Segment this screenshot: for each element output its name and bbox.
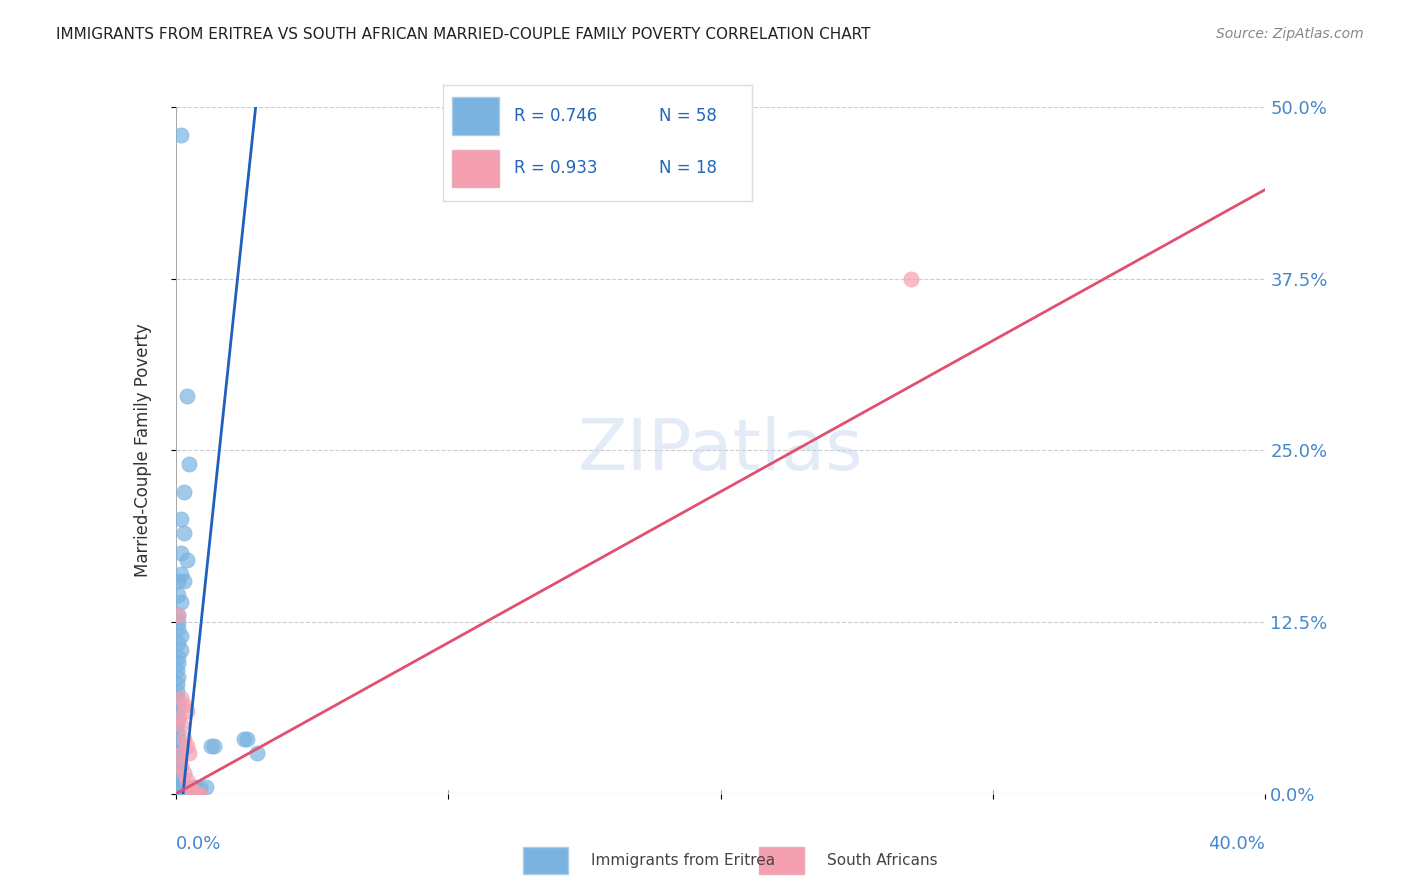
Point [166, 785, 188, 799]
Point [170, 718, 193, 732]
Point [167, 622, 190, 636]
Point [167, 787, 190, 801]
Point [167, 657, 190, 671]
Point [176, 705, 198, 719]
Point [167, 588, 190, 602]
Text: Immigrants from Eritrea: Immigrants from Eritrea [591, 854, 775, 868]
Point [166, 782, 188, 797]
Y-axis label: Married-Couple Family Poverty: Married-Couple Family Poverty [134, 324, 152, 577]
Text: R = 0.933: R = 0.933 [515, 160, 598, 178]
Point [176, 553, 198, 567]
Point [179, 780, 201, 794]
Point [166, 725, 188, 739]
FancyBboxPatch shape [523, 847, 568, 874]
Point [167, 670, 190, 684]
Point [166, 663, 188, 677]
Point [167, 731, 190, 746]
Point [166, 705, 188, 719]
Point [166, 766, 188, 780]
Point [167, 649, 190, 664]
Point [202, 739, 225, 753]
Text: 0.0%: 0.0% [176, 835, 221, 853]
Point [179, 746, 201, 760]
Point [184, 785, 207, 799]
Point [170, 128, 193, 142]
Text: ZIPatlas: ZIPatlas [578, 416, 863, 485]
Point [166, 776, 188, 790]
Point [170, 629, 193, 643]
Point [167, 608, 190, 623]
Text: IMMIGRANTS FROM ERITREA VS SOUTH AFRICAN MARRIED-COUPLE FAMILY POVERTY CORRELATI: IMMIGRANTS FROM ERITREA VS SOUTH AFRICAN… [56, 27, 870, 42]
Point [170, 594, 193, 608]
Point [167, 615, 190, 630]
FancyBboxPatch shape [759, 847, 804, 874]
Point [176, 739, 198, 753]
Point [166, 787, 188, 801]
Point [167, 748, 190, 763]
Point [173, 731, 195, 746]
Point [166, 677, 188, 691]
Point [166, 780, 188, 794]
Point [166, 690, 188, 705]
Point [170, 642, 193, 657]
Point [181, 782, 204, 797]
Point [167, 636, 190, 650]
Point [167, 711, 190, 725]
Point [167, 608, 190, 623]
Point [176, 388, 198, 402]
Point [166, 739, 188, 753]
Text: R = 0.746: R = 0.746 [515, 107, 598, 125]
FancyBboxPatch shape [453, 150, 499, 186]
Point [170, 512, 193, 526]
Point [188, 781, 211, 796]
Point [167, 771, 190, 785]
Point [170, 787, 193, 801]
Point [170, 567, 193, 582]
Point [166, 759, 188, 773]
Point [235, 731, 257, 746]
Point [173, 698, 195, 712]
Point [173, 484, 195, 499]
Text: 40.0%: 40.0% [1209, 835, 1265, 853]
Point [166, 746, 188, 760]
Point [176, 780, 198, 794]
Point [200, 739, 222, 753]
Point [184, 780, 207, 794]
Point [167, 753, 190, 767]
Point [176, 773, 198, 788]
FancyBboxPatch shape [453, 97, 499, 135]
Point [173, 525, 195, 540]
Point [173, 574, 195, 588]
Point [167, 773, 190, 788]
Point [170, 546, 193, 561]
Text: Source: ZipAtlas.com: Source: ZipAtlas.com [1216, 27, 1364, 41]
Point [900, 271, 922, 285]
Point [194, 780, 217, 794]
Point [179, 457, 201, 471]
Point [170, 759, 193, 773]
Text: South Africans: South Africans [827, 854, 938, 868]
Text: N = 18: N = 18 [659, 160, 717, 178]
Point [179, 781, 201, 796]
Point [186, 782, 209, 797]
Point [246, 746, 269, 760]
Point [167, 698, 190, 712]
Point [170, 690, 193, 705]
Point [166, 718, 188, 732]
Point [188, 787, 211, 801]
Point [166, 683, 188, 698]
Point [232, 731, 254, 746]
Text: N = 58: N = 58 [659, 107, 717, 125]
Point [167, 574, 190, 588]
Point [167, 711, 190, 725]
Point [173, 766, 195, 780]
Point [173, 780, 195, 794]
